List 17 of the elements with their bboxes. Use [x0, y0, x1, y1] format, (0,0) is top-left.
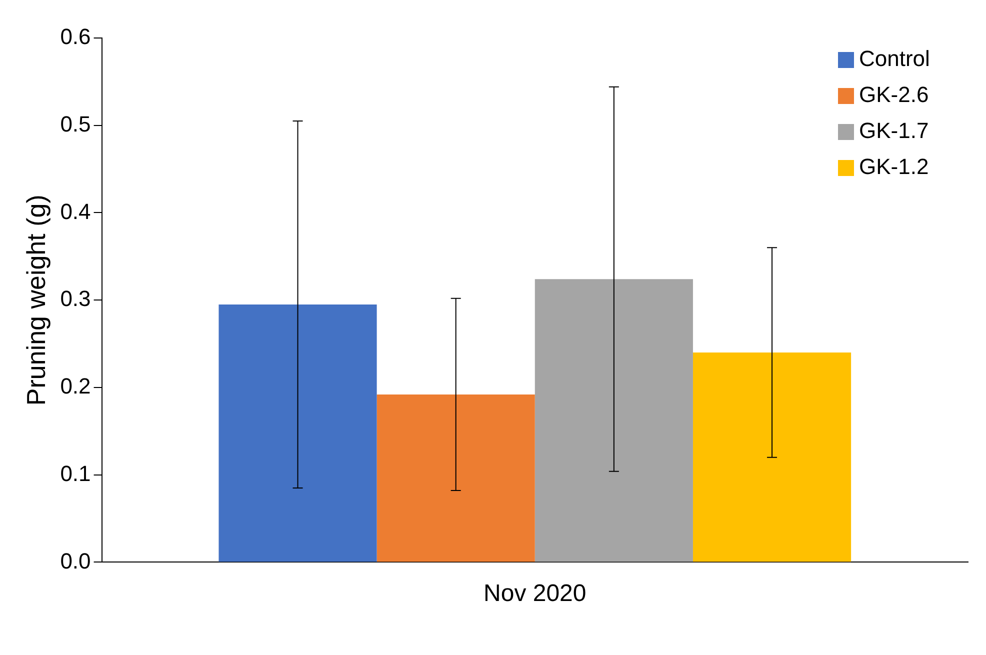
y-tick-label: 0.2: [60, 374, 91, 399]
y-axis-title: Pruning weight (g): [20, 194, 51, 406]
bar: [692, 352, 852, 562]
legend-label: GK-1.2: [859, 154, 929, 180]
y-tick-label: 0.1: [60, 460, 91, 486]
y-tick-label: 0.0: [60, 548, 91, 574]
bar: [376, 394, 535, 562]
y-tick-label: 0.6: [60, 24, 91, 50]
legend-label: GK-2.6: [859, 82, 929, 108]
y-tick-label: 0.3: [60, 286, 91, 312]
legend-label: Control: [859, 46, 930, 72]
bar: [218, 304, 377, 562]
legend-label: GK-1.7: [859, 118, 929, 144]
y-tick-label: 0.4: [60, 198, 91, 224]
x-tick-label: Nov 2020: [484, 580, 586, 608]
y-tick-label: 0.5: [60, 111, 91, 136]
bar: [534, 279, 693, 562]
